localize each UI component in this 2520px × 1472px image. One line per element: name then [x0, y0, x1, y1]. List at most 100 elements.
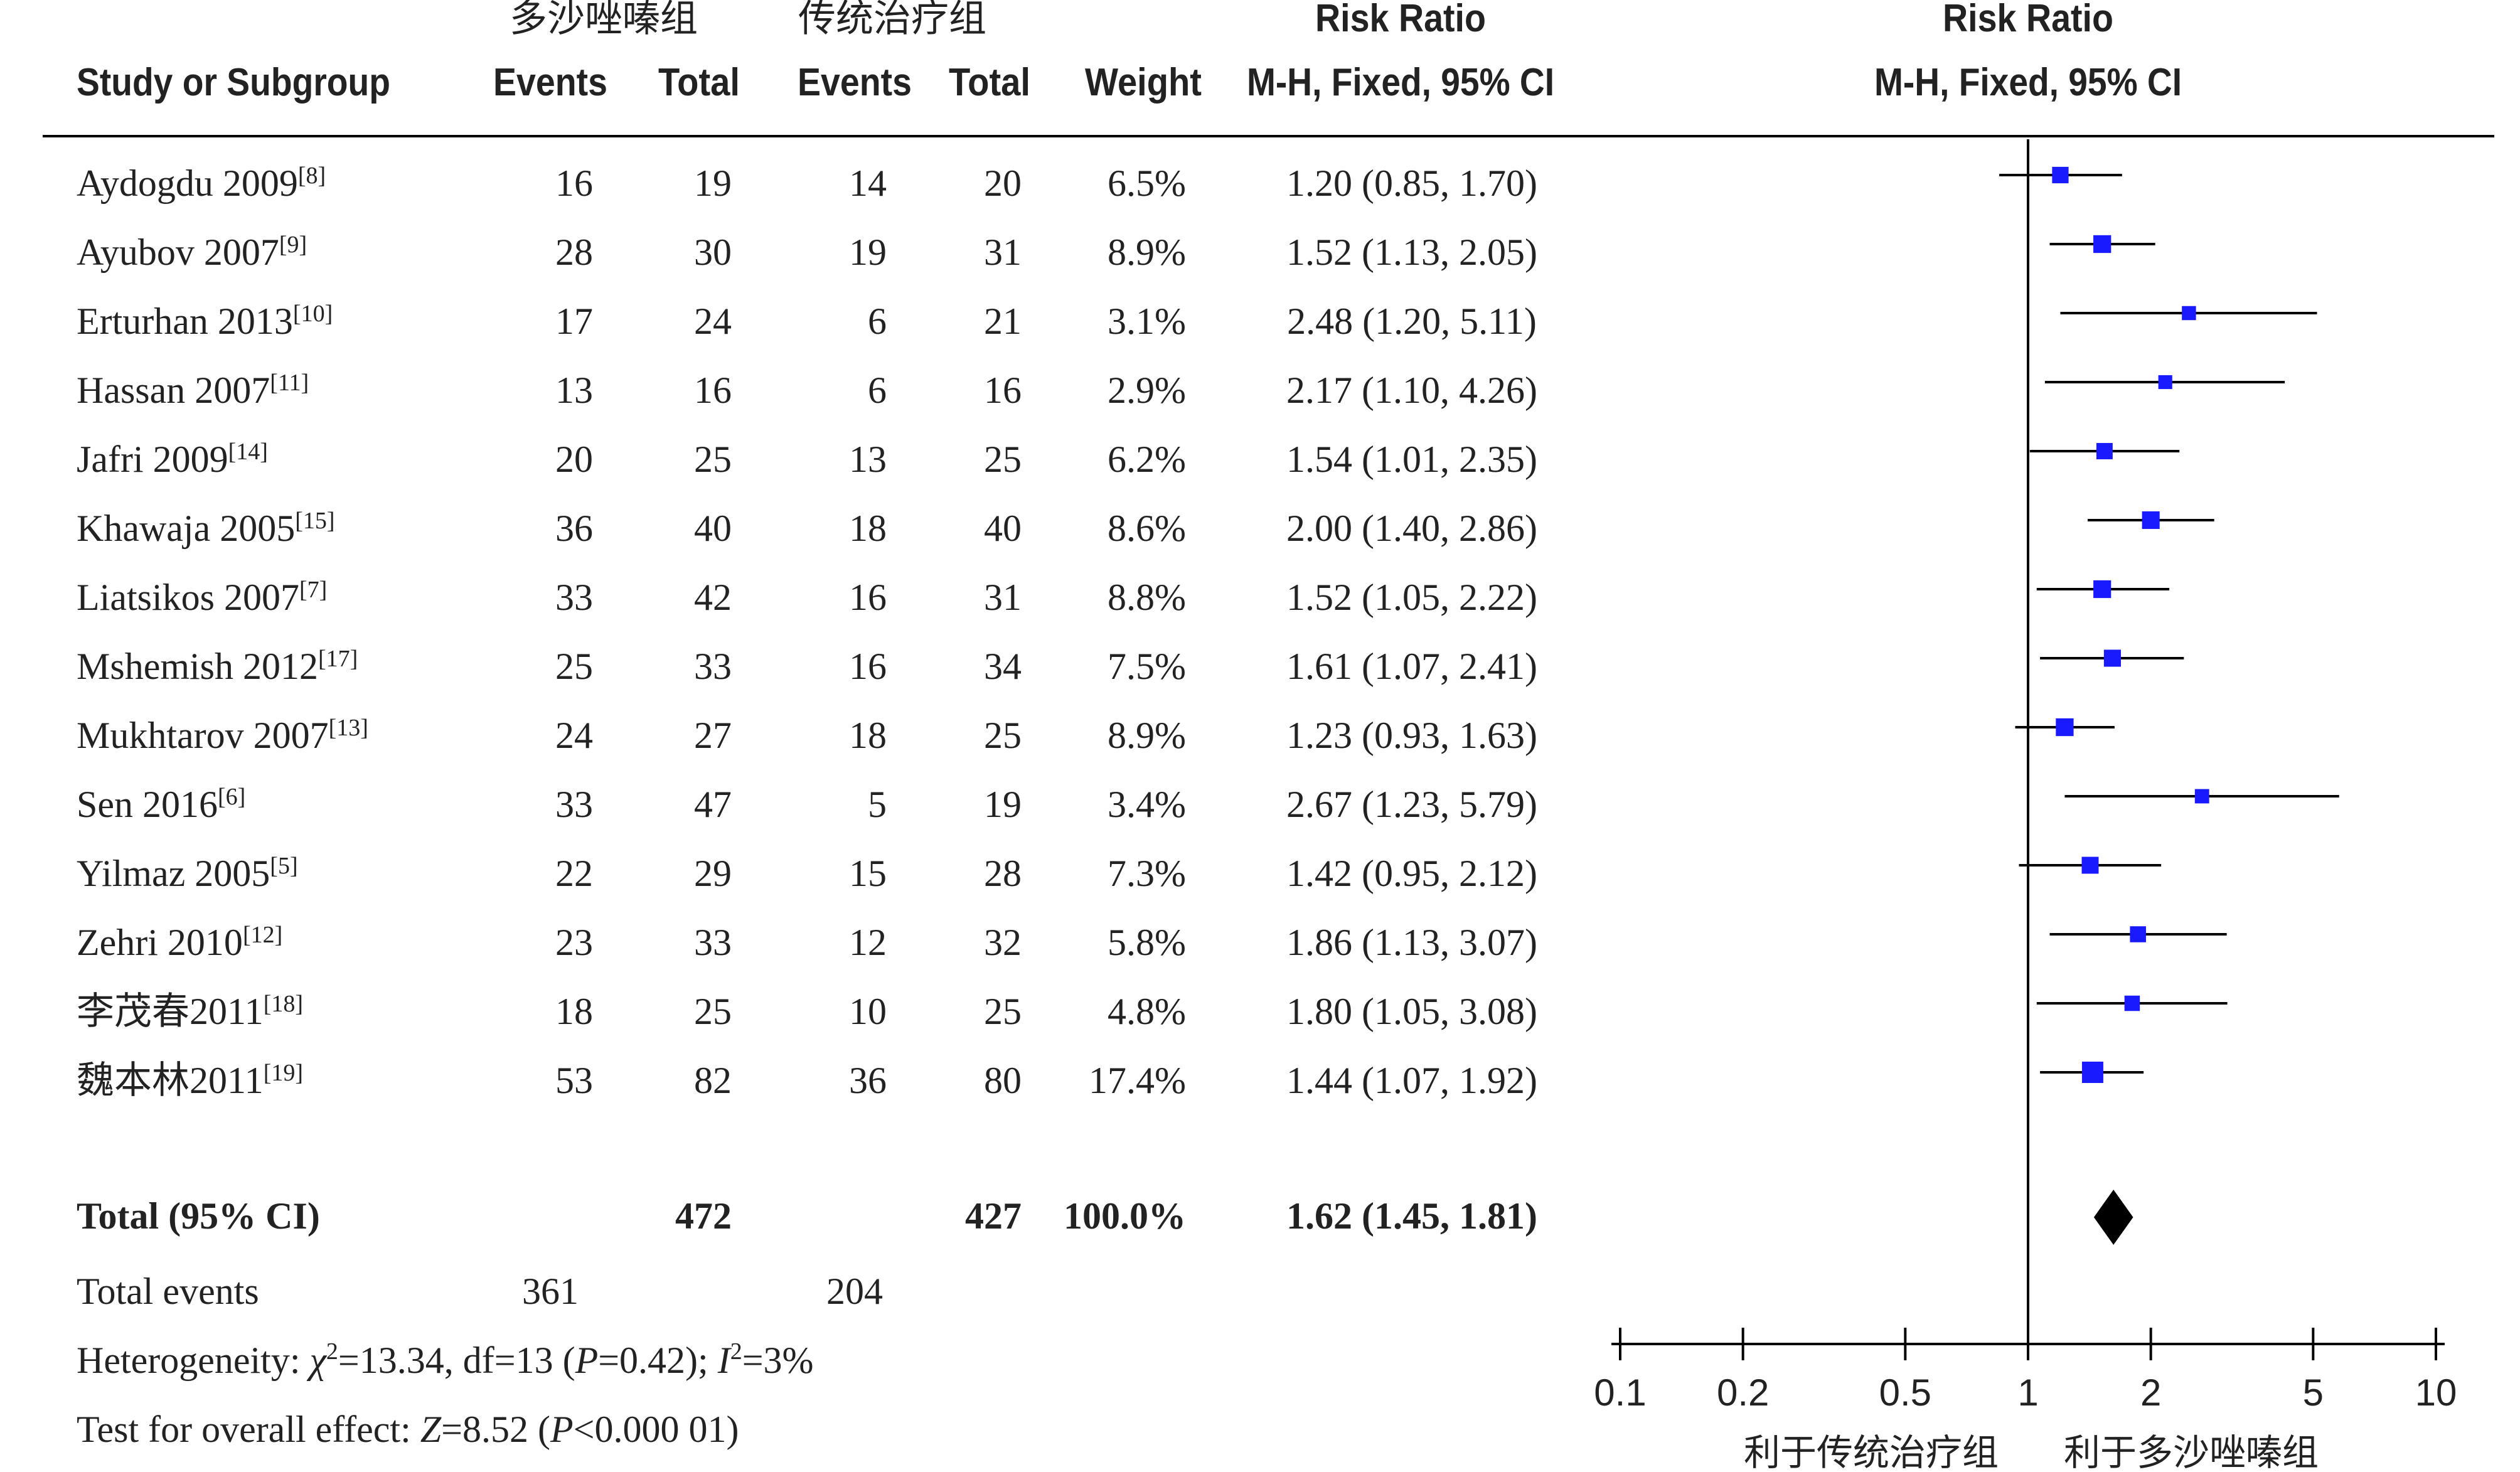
study-name: Khawaja 2005[15] — [77, 508, 335, 549]
header-group-experimental: 多沙唑嗪组 — [510, 0, 698, 41]
x-tick-label: 0.1 — [1594, 1372, 1646, 1414]
events-experimental: 36 — [555, 508, 593, 549]
study-name: Erturhan 2013[10] — [77, 301, 333, 342]
header-group-control: 传统治疗组 — [798, 0, 986, 41]
study-ci-text: 1.42 (0.95, 2.12) — [1286, 853, 1537, 894]
total-experimental: 19 — [694, 163, 732, 204]
study-weight: 6.2% — [1108, 439, 1186, 480]
study-row: 李茂春2011[18] 18 25 10 25 4.8% 1.80 (1.05, 3.08) — [77, 991, 1537, 1032]
total-experimental: 33 — [694, 646, 732, 687]
point-estimate — [2056, 718, 2074, 737]
study-row: Mukhtarov 2007[13] 24 27 18 25 8.9% 1.23 (0.93… — [77, 715, 1537, 756]
study-row: 魏本林2011[19] 53 82 36 80 17.4% 1.44 (1.07, 1.92… — [77, 1060, 1537, 1101]
total-experimental: 47 — [694, 784, 732, 825]
header-weight: Weight — [1085, 61, 1202, 104]
study-name: Liatsikos 2007[7] — [77, 577, 327, 618]
study-ci-text: 2.67 (1.23, 5.79) — [1286, 784, 1537, 825]
header-risk-ratio: Risk Ratio — [1315, 0, 1486, 40]
total-experimental: 25 — [694, 991, 732, 1032]
study-weight: 8.9% — [1108, 715, 1186, 756]
study-name: Yilmaz 2005[5] — [77, 853, 298, 894]
point-estimate — [2081, 856, 2099, 874]
study-row: Liatsikos 2007[7] 33 42 16 31 8.8% 1.52 (1.05,… — [77, 577, 1537, 618]
point-estimate — [2124, 995, 2140, 1011]
total-experimental: 82 — [694, 1060, 732, 1101]
events-control: 19 — [849, 232, 887, 273]
study-row: Sen 2016[6] 33 47 5 19 3.4% 2.67 (1.23, 5.79) — [77, 784, 1537, 825]
x-tick-label: 0.2 — [1717, 1372, 1769, 1414]
total-control: 20 — [984, 163, 1022, 204]
total-weight: 100.0% — [1064, 1195, 1186, 1237]
events-experimental: 53 — [555, 1060, 593, 1101]
events-control: 16 — [849, 646, 887, 687]
forest-plot-area: 0.1 0.2 0.5 1 2 5 10 — [1594, 139, 2457, 1414]
point-estimate — [2130, 926, 2146, 942]
heterogeneity-text: Heterogeneity: χ2=13.34, df=13 (P=0.42);… — [77, 1338, 814, 1381]
events-experimental: 13 — [555, 370, 593, 411]
x-tick-label: 1 — [2017, 1372, 2038, 1414]
study-name: 魏本林2011[19] — [77, 1060, 303, 1101]
study-weight: 2.9% — [1108, 370, 1186, 411]
x-tick-label: 10 — [2415, 1372, 2457, 1414]
point-estimate — [2158, 375, 2172, 390]
total-experimental: 40 — [694, 508, 732, 549]
point-estimate — [2142, 511, 2160, 530]
point-estimate — [2096, 443, 2113, 459]
study-ci-text: 1.52 (1.05, 2.22) — [1286, 577, 1537, 618]
study-row: Mshemish 2012[17] 25 33 16 34 7.5% 1.61 (1.07,… — [77, 646, 1537, 687]
study-row: Zehri 2010[12] 23 33 12 32 5.8% 1.86 (1.13, 3.… — [77, 922, 1537, 963]
total-control: 25 — [984, 991, 1022, 1032]
total-events-experimental: 361 — [522, 1271, 579, 1312]
study-weight: 8.6% — [1108, 508, 1186, 549]
events-control: 6 — [868, 301, 887, 342]
events-experimental: 20 — [555, 439, 593, 480]
total-events-control: 204 — [826, 1271, 883, 1312]
study-weight: 3.1% — [1108, 301, 1186, 342]
study-row: Khawaja 2005[15] 36 40 18 40 8.6% 2.00 (1.40, … — [77, 508, 1537, 549]
study-name: Sen 2016[6] — [77, 784, 245, 825]
events-control: 13 — [849, 439, 887, 480]
study-weight: 4.8% — [1108, 991, 1186, 1032]
events-experimental: 33 — [555, 577, 593, 618]
study-row: Jafri 2009[14] 20 25 13 25 6.2% 1.54 (1.01, 2.… — [77, 439, 1537, 480]
total-experimental: 25 — [694, 439, 732, 480]
study-weight: 8.8% — [1108, 577, 1186, 618]
header-total-experimental: Total — [658, 61, 740, 104]
total-control: 40 — [984, 508, 1022, 549]
total-n-experimental: 472 — [675, 1195, 732, 1237]
events-control: 10 — [849, 991, 887, 1032]
study-weight: 8.9% — [1108, 232, 1186, 273]
x-tick-label: 5 — [2303, 1372, 2324, 1414]
events-control: 14 — [849, 163, 887, 204]
events-experimental: 22 — [555, 853, 593, 894]
events-control: 36 — [849, 1060, 887, 1101]
total-control: 31 — [984, 232, 1022, 273]
study-name: Mshemish 2012[17] — [77, 646, 358, 687]
study-name: Mukhtarov 2007[13] — [77, 715, 368, 756]
overall-effect-text: Test for overall effect: Z=8.52 (P<0.000… — [77, 1409, 739, 1450]
events-control: 5 — [868, 784, 887, 825]
study-weight: 7.3% — [1108, 853, 1186, 894]
events-control: 16 — [849, 577, 887, 618]
favours-control-label: 利于传统治疗组 — [1744, 1431, 1999, 1472]
study-ci-text: 1.20 (0.85, 1.70) — [1286, 163, 1537, 204]
events-control: 18 — [849, 508, 887, 549]
study-weight: 5.8% — [1108, 922, 1186, 963]
total-experimental: 29 — [694, 853, 732, 894]
events-experimental: 28 — [555, 232, 593, 273]
header-events-experimental: Events — [493, 61, 607, 104]
study-ci-text: 1.44 (1.07, 1.92) — [1286, 1060, 1537, 1101]
events-control: 6 — [868, 370, 887, 411]
total-experimental: 30 — [694, 232, 732, 273]
total-experimental: 42 — [694, 577, 732, 618]
total-experimental: 24 — [694, 301, 732, 342]
study-ci-text: 1.23 (0.93, 1.63) — [1286, 715, 1537, 756]
total-ci-text: 1.62 (1.45, 1.81) — [1286, 1195, 1537, 1237]
total-control: 31 — [984, 577, 1022, 618]
x-tick-label: 0.5 — [1879, 1372, 1931, 1414]
events-experimental: 33 — [555, 784, 593, 825]
study-name: Jafri 2009[14] — [77, 439, 268, 480]
events-control: 12 — [849, 922, 887, 963]
study-ci-text: 1.80 (1.05, 3.08) — [1286, 991, 1537, 1032]
header-total-control: Total — [949, 61, 1030, 104]
